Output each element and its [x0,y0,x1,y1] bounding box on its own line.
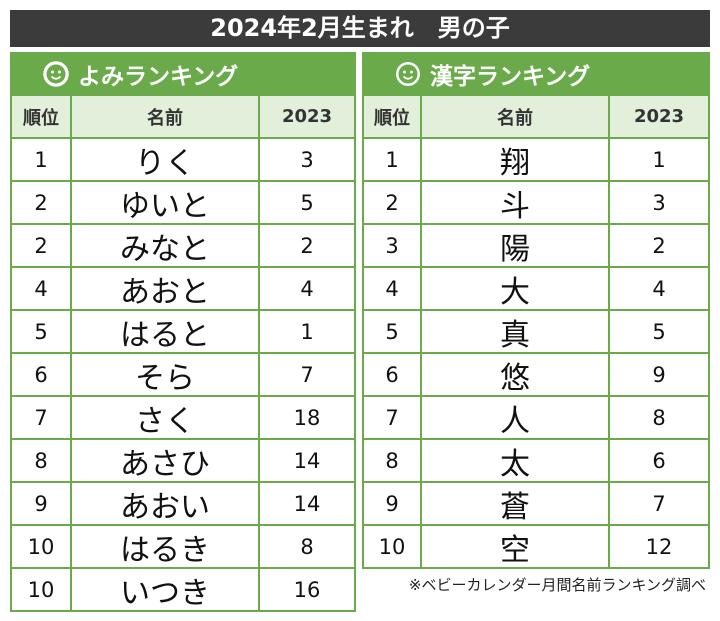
table: 順位 名前 2023 1 りく 3 2 ゆいと 5 2 みなと 2 4 あおと 4 5 はると 1 6 そら 7 7 さく 1… [12,96,354,611]
rank-cell: 2 [12,182,70,223]
prev-rank-cell: 2 [260,225,354,266]
smiley-icon [396,62,420,86]
column-header: 名前 [72,96,258,137]
name-cell: はると [72,311,258,353]
name-cell: 翔 [422,139,608,181]
name-cell: いつき [72,569,258,611]
rank-cell: 9 [12,483,70,524]
prev-rank-cell: 4 [260,268,354,309]
column-header: 名前 [422,96,608,137]
rank-cell: 8 [364,440,420,481]
name-cell: あさひ [72,440,258,482]
column-header: 順位 [12,96,70,137]
column-header: 2023 [610,96,708,137]
prev-rank-cell: 12 [610,526,708,567]
rank-cell: 9 [364,483,420,524]
name-cell: 悠 [422,354,608,396]
prev-rank-cell: 1 [610,139,708,180]
name-cell: さく [72,397,258,439]
prev-rank-cell: 7 [610,483,708,524]
footnote: ※ベビーカレンダー月間名前ランキング調べ [408,576,706,594]
name-cell: はるき [72,526,258,568]
rank-cell: 3 [364,225,420,266]
ranking-panel: よみランキング 順位 名前 2023 1 りく 3 2 ゆいと 5 2 みなと 2 4 あおと 4 5 はると 1… [10,52,356,612]
prev-rank-cell: 14 [260,483,354,524]
rank-cell: 10 [12,526,70,567]
rank-cell: 7 [364,397,420,438]
heading-text: よみランキング [78,64,239,90]
rank-cell: 8 [12,440,70,481]
rank-cell: 5 [364,311,420,352]
rank-cell: 1 [364,139,420,180]
prev-rank-cell: 2 [610,225,708,266]
rank-cell: 2 [364,182,420,223]
name-cell: 真 [422,311,608,353]
rank-cell: 6 [364,354,420,395]
title: 2024年2月生まれ 男の子 [10,10,710,47]
name-cell: あおと [72,268,258,310]
ranking-panel: 漢字ランキング 順位 名前 2023 1 翔 1 2 斗 3 3 陽 2 4 大 4 5 真 5 6 悠 9 7 人 8 8 太 6… [362,52,710,569]
name-cell: 大 [422,268,608,310]
prev-rank-cell: 1 [260,311,354,352]
panel-heading: 漢字ランキング [364,54,708,94]
prev-rank-cell: 3 [610,182,708,223]
prev-rank-cell: 7 [260,354,354,395]
prev-rank-cell: 8 [260,526,354,567]
name-cell: 太 [422,440,608,482]
rank-cell: 2 [12,225,70,266]
table: 順位 名前 2023 1 翔 1 2 斗 3 3 陽 2 4 大 4 5 真 5 6 悠 9 7 人 8 8 太 6 9 蒼 7 10 空 12 [364,96,708,568]
prev-rank-cell: 3 [260,139,354,180]
name-cell: 蒼 [422,483,608,525]
prev-rank-cell: 14 [260,440,354,481]
prev-rank-cell: 4 [610,268,708,309]
name-cell: 陽 [422,225,608,267]
prev-rank-cell: 8 [610,397,708,438]
smiley-icon [43,61,69,87]
rank-cell: 5 [12,311,70,352]
column-header: 順位 [364,96,420,137]
rank-cell: 7 [12,397,70,438]
name-cell: 空 [422,526,608,568]
rank-cell: 10 [364,526,420,567]
prev-rank-cell: 5 [610,311,708,352]
rank-cell: 6 [12,354,70,395]
prev-rank-cell: 9 [610,354,708,395]
prev-rank-cell: 6 [610,440,708,481]
prev-rank-cell: 5 [260,182,354,223]
name-cell: みなと [72,225,258,267]
name-cell: あおい [72,483,258,525]
rank-cell: 10 [12,569,70,610]
rank-cell: 4 [12,268,70,309]
prev-rank-cell: 16 [260,569,354,610]
name-cell: ゆいと [72,182,258,224]
column-header: 2023 [260,96,354,137]
panel-heading: よみランキング [12,54,354,94]
rank-cell: 1 [12,139,70,180]
name-cell: 人 [422,397,608,439]
name-cell: りく [72,139,258,181]
name-cell: そら [72,354,258,396]
prev-rank-cell: 18 [260,397,354,438]
name-cell: 斗 [422,182,608,224]
rank-cell: 4 [364,268,420,309]
heading-text: 漢字ランキング [430,64,591,90]
